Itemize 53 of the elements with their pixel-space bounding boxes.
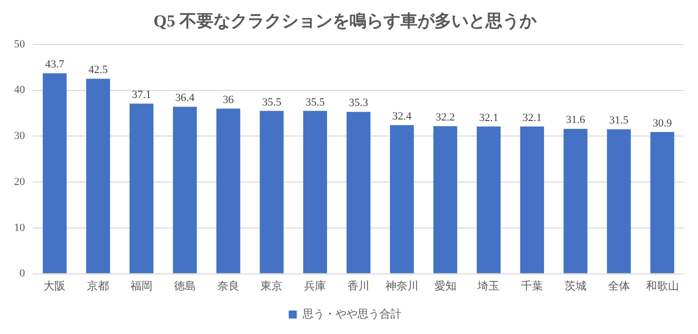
data-label: 32.1 [522, 112, 542, 124]
bar [476, 126, 501, 274]
x-tick-label: 徳島 [174, 279, 196, 292]
bar [606, 129, 631, 274]
y-tick-label: 10 [14, 222, 26, 234]
x-tick-label: 香川 [348, 279, 370, 292]
data-label: 35.3 [348, 97, 369, 110]
x-tick-label: 全体 [608, 280, 630, 292]
data-label: 32.4 [392, 110, 412, 123]
x-tick-label: 奈良 [217, 279, 240, 292]
data-label: 42.5 [88, 64, 108, 76]
x-tick-label: 神奈川 [385, 279, 418, 292]
bar [433, 126, 458, 274]
x-tick-label: 和歌山 [646, 279, 679, 292]
data-label: 36 [222, 94, 234, 106]
data-label: 32.2 [436, 111, 455, 124]
bar [650, 132, 674, 274]
bar [216, 108, 240, 274]
x-tick-label: 埼玉 [476, 280, 500, 292]
x-tick-label: 茨城 [564, 279, 586, 292]
data-label: 35.5 [305, 96, 326, 108]
data-label: 30.9 [652, 117, 672, 130]
bar [564, 128, 588, 274]
x-tick-label: 東京 [260, 279, 283, 292]
data-label: 43.7 [45, 58, 65, 71]
y-tick-label: 20 [14, 176, 26, 188]
bar [260, 110, 284, 274]
y-tick-label: 0 [20, 268, 26, 280]
bar [130, 104, 154, 274]
y-tick-label: 50 [14, 38, 26, 50]
data-label: 31.6 [566, 114, 586, 126]
x-tick-label: 兵庫 [304, 279, 326, 292]
bar [520, 126, 544, 274]
x-tick-label: 福岡 [130, 279, 152, 292]
x-tick-label: 愛知 [434, 279, 456, 292]
data-label: 32.1 [479, 112, 498, 124]
data-label: 35.5 [262, 96, 282, 108]
data-label: 37.1 [132, 88, 152, 101]
bar [42, 73, 67, 274]
data-label: 36.4 [175, 92, 196, 104]
x-tick-label: 京都 [87, 279, 110, 292]
chart-title: Q5 不要なクラクションを鳴らす車が多いと思うか [154, 12, 538, 31]
bar [303, 110, 328, 274]
data-label: 31.5 [609, 114, 630, 127]
x-tick-label: 大阪 [44, 279, 66, 292]
y-tick-label: 40 [14, 84, 26, 96]
bar [346, 112, 370, 274]
y-tick-label: 30 [14, 130, 26, 142]
bar [172, 106, 197, 274]
x-tick-label: 千葉 [521, 279, 544, 292]
bar [86, 78, 110, 274]
bar [390, 125, 414, 274]
legend-label: 思う・やや思う合計 [301, 307, 402, 320]
